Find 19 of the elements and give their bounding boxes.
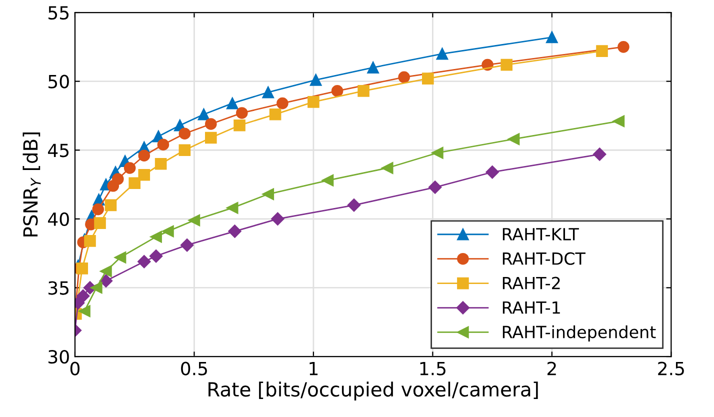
- y-axis-title: PSNR$_{Y}$ [dB]: [22, 132, 41, 236]
- y-tick-label: 55: [48, 6, 69, 20]
- y-tick-label: 45: [48, 144, 69, 158]
- legend-label: RAHT-independent: [502, 325, 656, 342]
- legend-label: RAHT-1: [502, 301, 560, 314]
- legend-label: RAHT-KLT: [502, 228, 579, 240]
- x-tick-label: 0: [70, 362, 80, 376]
- y-tick-label: 40: [48, 212, 69, 226]
- x-tick-label: 1.5: [420, 362, 446, 376]
- x-tick-label: 2: [548, 362, 556, 376]
- x-tick-label: 1: [310, 362, 318, 376]
- y-tick-label: 35: [48, 281, 69, 295]
- y-tick-label: 30: [48, 350, 69, 364]
- x-axis-title: Rate [bits/occupied voxel/camera]: [208, 382, 538, 400]
- x-tick-label: 2.5: [658, 362, 684, 376]
- legend-label: RAHT-DCT: [502, 252, 586, 265]
- legend-label: RAHT-2: [502, 276, 560, 290]
- y-tick-label: 50: [48, 74, 69, 88]
- x-tick-label: 0.5: [181, 362, 207, 376]
